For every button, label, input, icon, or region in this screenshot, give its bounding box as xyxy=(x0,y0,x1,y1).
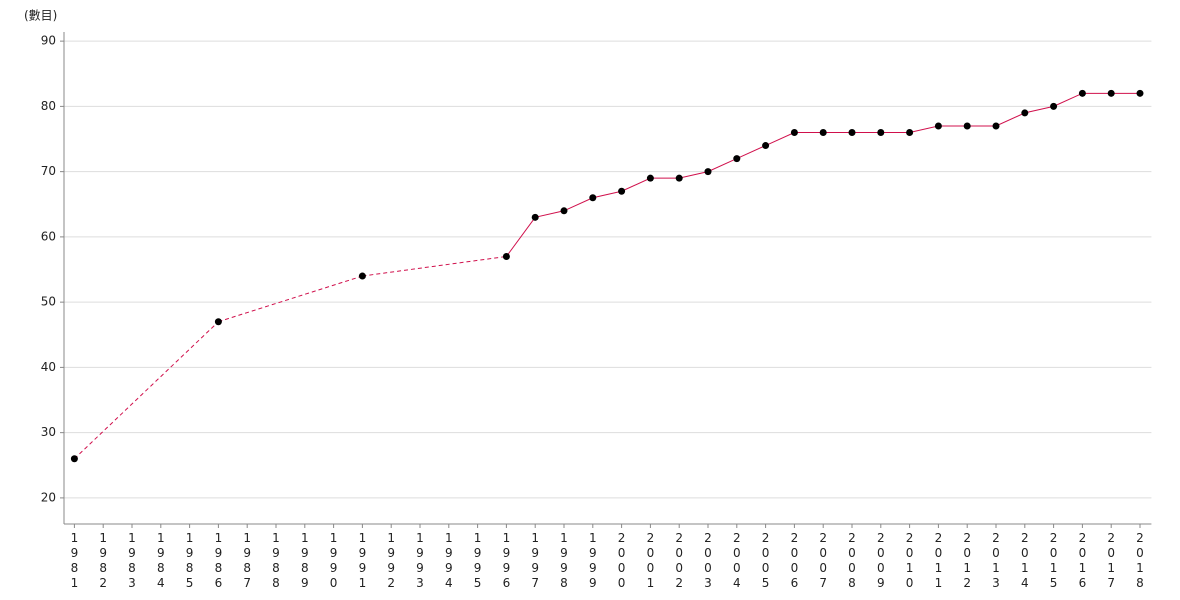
gap-connector xyxy=(362,255,507,277)
data-point xyxy=(790,128,798,136)
y-tick-label: 40 xyxy=(41,360,56,374)
data-point xyxy=(1021,109,1029,117)
data-point xyxy=(1050,102,1058,110)
data-point xyxy=(70,455,78,463)
data-point xyxy=(1107,89,1115,97)
data-point xyxy=(704,168,712,176)
x-tick-label: 2001 xyxy=(643,531,657,591)
data-point xyxy=(502,252,510,260)
x-tick-label: 1984 xyxy=(154,531,168,591)
data-point xyxy=(1078,89,1086,97)
y-axis-label: (數目) xyxy=(24,9,57,23)
y-tick-label: 90 xyxy=(41,34,56,48)
x-tick-label: 1995 xyxy=(471,531,485,591)
x-tick-label: 2000 xyxy=(615,531,629,591)
x-tick-label: 2016 xyxy=(1075,531,1089,591)
x-tick-label: 1987 xyxy=(240,531,254,591)
data-point xyxy=(819,128,827,136)
y-tick-label: 20 xyxy=(41,490,56,504)
data-point xyxy=(646,174,654,182)
x-tick-label: 1996 xyxy=(499,531,513,591)
x-tick-label: 2012 xyxy=(960,531,974,591)
data-point xyxy=(877,128,885,136)
x-tick-label: 1997 xyxy=(528,531,542,591)
x-tick-label: 2018 xyxy=(1133,531,1147,591)
x-tick-label: 2005 xyxy=(759,531,773,591)
x-tick-label: 1998 xyxy=(557,531,571,591)
y-tick-label: 60 xyxy=(41,229,56,243)
x-tick-label: 1985 xyxy=(183,531,197,591)
data-point xyxy=(1136,89,1144,97)
data-point xyxy=(531,213,539,221)
data-point xyxy=(214,318,222,326)
x-tick-label: 1982 xyxy=(96,531,110,591)
data-point xyxy=(675,174,683,182)
data-point xyxy=(560,207,568,215)
y-tick-label: 30 xyxy=(41,425,56,439)
x-tick-label: 2014 xyxy=(1018,531,1032,591)
data-point xyxy=(992,122,1000,130)
gap-connector xyxy=(74,321,219,460)
x-tick-label: 1999 xyxy=(586,531,600,591)
x-tick-label: 2009 xyxy=(874,531,888,591)
x-tick-label: 2008 xyxy=(845,531,859,591)
x-tick-label: 2015 xyxy=(1047,531,1061,591)
gap-connector xyxy=(218,275,363,323)
x-tick-label: 2007 xyxy=(816,531,830,591)
x-tick-label: 2013 xyxy=(989,531,1003,591)
data-point xyxy=(733,155,741,163)
x-tick-label: 1994 xyxy=(442,531,456,591)
x-tick-label: 1993 xyxy=(413,531,427,591)
x-tick-label: 1992 xyxy=(384,531,398,591)
y-tick-label: 50 xyxy=(41,295,56,309)
x-tick-label: 2017 xyxy=(1104,531,1118,591)
x-tick-label: 1981 xyxy=(67,531,81,591)
x-tick-label: 1986 xyxy=(211,531,225,591)
series-line xyxy=(505,92,1140,257)
x-tick-label: 2010 xyxy=(903,531,917,591)
y-tick-label: 80 xyxy=(41,99,56,113)
data-point xyxy=(762,142,770,150)
x-tick-label: 1988 xyxy=(269,531,283,591)
x-tick-label: 2004 xyxy=(730,531,744,591)
x-tick-label: 2002 xyxy=(672,531,686,591)
data-point xyxy=(934,122,942,130)
x-tick-label: 1991 xyxy=(355,531,369,591)
data-point xyxy=(963,122,971,130)
data-point xyxy=(358,272,366,280)
x-tick-label: 2003 xyxy=(701,531,715,591)
data-point xyxy=(906,128,914,136)
data-point xyxy=(848,128,856,136)
x-tick-label: 1983 xyxy=(125,531,139,591)
x-tick-label: 2006 xyxy=(787,531,801,591)
y-tick-label: 70 xyxy=(41,164,56,178)
x-tick-label: 1990 xyxy=(327,531,341,591)
x-tick-label: 2011 xyxy=(931,531,945,591)
x-tick-label: 1989 xyxy=(298,531,312,591)
data-point xyxy=(589,194,597,202)
data-point xyxy=(618,187,626,195)
